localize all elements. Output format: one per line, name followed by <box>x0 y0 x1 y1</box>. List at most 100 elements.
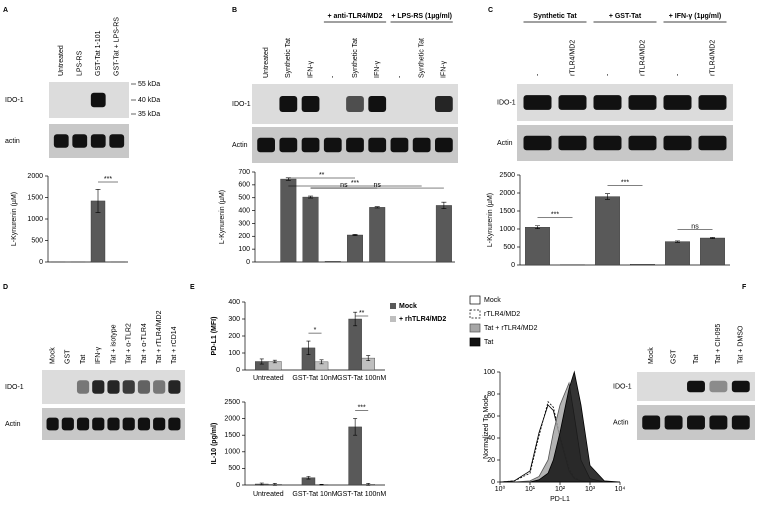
y-tick-label: 0 <box>246 259 250 266</box>
x-tick-label: 10² <box>555 486 566 493</box>
error-bar <box>675 240 680 243</box>
significance-label: ** <box>359 310 365 317</box>
y-tick-label: 400 <box>238 207 250 214</box>
y-axis-label: L-Kynurenin (µM) <box>219 190 226 244</box>
y-tick-label: 100 <box>483 369 495 376</box>
legend-label: Tat <box>484 339 493 346</box>
bar <box>302 196 319 263</box>
y-tick-label: 500 <box>238 195 250 202</box>
blot-band <box>558 135 587 151</box>
y-axis-label: IL-10 (pg/ml) <box>211 423 218 465</box>
blot-band <box>698 135 727 151</box>
lane-label: rTLR4/MD2 <box>639 40 646 76</box>
lane-label: IFN-γ <box>374 60 381 78</box>
blot-band <box>257 137 275 153</box>
y-tick-label: 60 <box>487 413 495 420</box>
blot-band <box>168 417 181 431</box>
error-bar <box>259 358 264 365</box>
lane-label: IFN-γ <box>307 60 314 78</box>
histogram-curve <box>500 370 621 483</box>
lane-label: Tat + α-TLR2 <box>126 323 133 364</box>
bar <box>348 426 362 486</box>
panel-label: E <box>190 284 195 291</box>
blot-band <box>628 95 657 110</box>
bar <box>525 226 550 266</box>
blot-frame <box>517 125 733 161</box>
lane-label: GST-Tat + LPS-RS <box>114 17 121 76</box>
x-tick-label: GST-Tat 100nM <box>337 375 386 382</box>
error-bar <box>272 359 277 364</box>
blot-row-label: IDO-1 <box>497 99 516 106</box>
y-tick-label: 400 <box>228 299 240 306</box>
y-tick-label: 2000 <box>27 173 43 180</box>
blot-band <box>137 417 151 431</box>
blot-band <box>107 380 120 394</box>
blot-band <box>593 135 622 151</box>
blot-band <box>390 137 409 153</box>
lane-label: - <box>396 75 403 78</box>
blot-band <box>709 415 728 430</box>
bar <box>595 196 620 266</box>
lane-label: IFN-γ <box>441 60 448 78</box>
y-tick-label: 600 <box>238 182 250 189</box>
blot-band <box>301 137 320 153</box>
significance-label: *** <box>351 180 359 187</box>
group-label: + GST-Tat <box>609 13 642 20</box>
x-tick-label: 10⁰ <box>495 485 506 493</box>
panel-label: A <box>3 7 8 14</box>
error-bar <box>366 483 371 486</box>
blot-band <box>642 415 661 430</box>
blot-band <box>323 137 342 153</box>
x-tick-label: 10³ <box>585 486 596 493</box>
blot-band <box>346 96 364 112</box>
y-tick-label: 300 <box>238 220 250 227</box>
significance-label: *** <box>358 404 366 411</box>
panel-label: D <box>3 284 8 291</box>
blot-band <box>137 380 151 394</box>
lane-label: - <box>330 75 337 78</box>
blot-row-label: Actin <box>5 421 21 428</box>
lane-label: - <box>674 73 681 76</box>
blot-band <box>698 95 727 110</box>
blot-row-label: Actin <box>613 419 629 426</box>
blot-band <box>523 135 552 151</box>
blot-band <box>90 134 106 148</box>
significance-label: ns <box>691 223 699 230</box>
y-tick-label: 0 <box>236 367 240 374</box>
error-bar <box>353 418 358 436</box>
lane-label: Synthetic Tat <box>419 38 426 78</box>
y-tick-label: 0 <box>39 259 43 266</box>
blot-row-label: Actin <box>232 142 248 149</box>
blot-band <box>61 417 74 431</box>
blot-frame <box>517 84 733 121</box>
lane-label: Synthetic Tat <box>352 38 359 78</box>
blot-band <box>412 137 431 153</box>
blot-row-label: IDO-1 <box>613 383 632 390</box>
significance-label: *** <box>621 180 629 187</box>
bar <box>347 234 363 263</box>
lane-label: LPS-RS <box>77 50 84 76</box>
blot-band <box>368 137 387 153</box>
lane-label: Synthetic Tat <box>285 38 292 78</box>
error-bar <box>353 311 358 327</box>
legend-label: + rhTLR4/MD2 <box>399 316 446 323</box>
y-tick-label: 0 <box>491 479 495 486</box>
blot-band <box>663 135 692 151</box>
blot-band <box>301 96 320 112</box>
blot-row-label: IDO-1 <box>5 384 24 391</box>
blot-row-label: Actin <box>497 140 513 147</box>
blot-band <box>90 92 106 108</box>
blot-band <box>92 417 105 431</box>
error-bar <box>319 484 324 486</box>
legend-swatch <box>469 309 481 319</box>
lane-label: Tat + CII-095 <box>715 324 722 364</box>
y-tick-label: 2500 <box>224 399 240 406</box>
lane-label: Tat + DMSO <box>738 325 745 364</box>
y-axis-label: L-Kynurenin (µM) <box>11 192 18 246</box>
significance-label: *** <box>104 176 112 183</box>
blot-band <box>279 137 298 153</box>
lane-label: - <box>534 73 541 76</box>
marker-label: 40 kDa <box>138 97 160 104</box>
legend-label: rTLR4/MD2 <box>484 311 520 318</box>
